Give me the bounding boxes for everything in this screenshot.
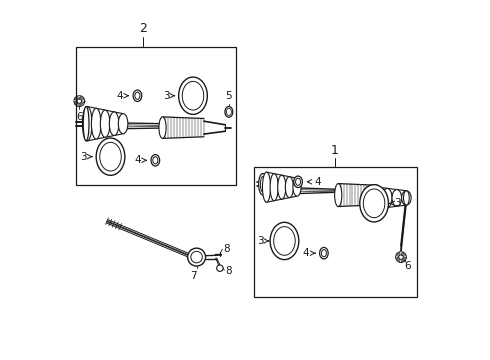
Ellipse shape [285, 177, 294, 198]
Ellipse shape [403, 191, 409, 205]
Ellipse shape [295, 178, 300, 185]
Ellipse shape [153, 157, 158, 164]
Text: 4: 4 [303, 248, 310, 258]
Text: 3: 3 [80, 152, 87, 162]
Ellipse shape [226, 108, 231, 116]
Ellipse shape [118, 114, 128, 134]
Ellipse shape [82, 107, 92, 141]
Ellipse shape [133, 90, 142, 102]
Ellipse shape [259, 174, 267, 195]
Ellipse shape [383, 188, 392, 207]
Ellipse shape [225, 107, 233, 117]
Ellipse shape [100, 142, 122, 171]
Ellipse shape [364, 189, 385, 218]
Ellipse shape [109, 112, 119, 135]
Text: 4: 4 [314, 177, 321, 187]
Ellipse shape [182, 81, 204, 110]
Ellipse shape [135, 92, 140, 99]
Ellipse shape [100, 110, 110, 137]
Ellipse shape [360, 185, 389, 222]
Ellipse shape [392, 190, 402, 206]
Ellipse shape [319, 247, 328, 259]
Ellipse shape [92, 108, 101, 139]
Text: 8: 8 [225, 266, 232, 276]
Text: 3: 3 [257, 236, 264, 246]
Ellipse shape [83, 107, 89, 141]
Text: 4: 4 [135, 155, 142, 165]
Ellipse shape [159, 117, 166, 138]
Ellipse shape [274, 226, 295, 255]
Text: 4: 4 [117, 91, 123, 101]
Circle shape [188, 248, 205, 266]
Ellipse shape [294, 176, 302, 188]
Bar [76, 47, 236, 185]
Text: 3: 3 [394, 198, 400, 208]
Ellipse shape [335, 184, 342, 207]
Bar [254, 167, 417, 297]
Ellipse shape [260, 176, 266, 192]
Ellipse shape [373, 187, 383, 209]
Text: 3: 3 [163, 91, 170, 101]
Ellipse shape [263, 172, 270, 202]
Ellipse shape [179, 77, 207, 114]
Circle shape [217, 265, 223, 271]
Ellipse shape [96, 138, 125, 175]
Ellipse shape [321, 249, 326, 257]
Text: 7: 7 [191, 271, 197, 281]
Text: 5: 5 [225, 91, 232, 101]
Text: 6: 6 [76, 112, 83, 122]
Text: 6: 6 [405, 261, 411, 271]
Text: 2: 2 [139, 22, 147, 35]
Ellipse shape [270, 174, 278, 201]
Text: 8: 8 [223, 244, 230, 254]
Ellipse shape [151, 154, 160, 166]
Circle shape [191, 251, 202, 263]
Ellipse shape [402, 191, 411, 205]
Ellipse shape [270, 222, 299, 260]
Ellipse shape [293, 178, 301, 196]
Ellipse shape [278, 175, 286, 199]
Text: 1: 1 [331, 144, 339, 157]
